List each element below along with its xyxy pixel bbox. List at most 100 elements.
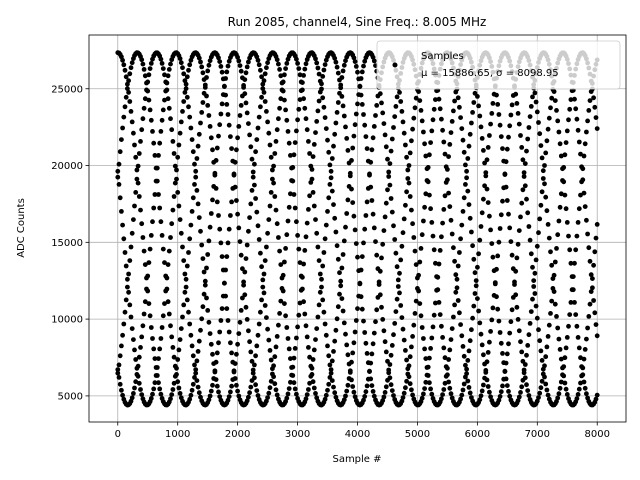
sample-point: [246, 121, 251, 126]
sample-point: [464, 366, 469, 372]
sample-point: [362, 394, 368, 399]
sample-point: [488, 394, 493, 400]
sample-point: [588, 272, 594, 278]
sample-point: [548, 311, 553, 316]
sample-point: [528, 104, 534, 109]
sample-point: [467, 215, 473, 221]
sample-point: [311, 142, 317, 147]
sample-point: [374, 252, 380, 258]
sample-point: [459, 333, 465, 339]
sample-point: [322, 321, 328, 327]
sample-point: [217, 394, 223, 399]
sample-point: [178, 230, 184, 236]
sample-point: [341, 397, 347, 403]
sample-point: [141, 248, 147, 254]
sample-point: [296, 66, 302, 71]
sample-point: [152, 380, 158, 386]
sample-point: [229, 383, 235, 389]
sample-point: [592, 249, 598, 255]
sample-point: [487, 213, 492, 219]
sample-point: [320, 263, 326, 269]
sample-point: [267, 142, 273, 148]
sample-point: [192, 362, 197, 368]
sample-point: [455, 95, 461, 101]
sample-point: [186, 104, 191, 110]
sample-point: [178, 119, 184, 125]
sample-point: [325, 137, 330, 143]
sample-point: [323, 392, 329, 398]
sample-point: [556, 336, 562, 342]
sample-point: [120, 125, 125, 131]
sample-point: [196, 215, 202, 221]
sample-point: [369, 198, 375, 203]
sample-point: [264, 244, 269, 250]
sample-point: [284, 61, 290, 66]
sample-point: [139, 57, 145, 63]
sample-point: [131, 217, 136, 223]
sample-point: [195, 143, 201, 149]
sample-point: [266, 217, 272, 223]
sample-point: [412, 311, 418, 316]
sample-point: [430, 324, 436, 330]
sample-point: [476, 308, 481, 314]
sample-point: [573, 312, 579, 317]
sample-point: [504, 198, 510, 203]
sample-point: [316, 71, 322, 77]
sample-point: [228, 340, 233, 346]
sample-point: [254, 137, 260, 143]
sample-point: [488, 329, 493, 334]
sample-point: [500, 198, 505, 204]
sample-point: [258, 104, 263, 110]
legend-marker: [392, 62, 398, 68]
sample-point: [333, 229, 339, 235]
sample-point: [482, 183, 487, 189]
legend-label-samples: Samples: [421, 51, 464, 62]
sample-point: [302, 66, 308, 72]
sample-point: [133, 190, 139, 195]
sample-point: [147, 246, 153, 252]
sample-point: [417, 301, 423, 306]
sample-point: [139, 127, 145, 133]
sample-point: [258, 250, 263, 256]
sample-point: [436, 300, 442, 305]
sample-point: [403, 202, 408, 208]
sample-point: [277, 311, 282, 316]
sample-point: [504, 383, 510, 388]
sample-point: [537, 131, 543, 137]
sample-point: [566, 323, 571, 329]
sample-point: [580, 365, 586, 371]
sample-point: [490, 254, 496, 260]
sample-point: [465, 156, 471, 161]
sample-point: [400, 230, 406, 236]
sample-point: [533, 99, 539, 105]
sample-point: [421, 391, 426, 397]
sample-point: [405, 167, 411, 173]
sample-point: [247, 132, 253, 138]
sample-point: [247, 390, 253, 396]
sample-point: [125, 81, 130, 87]
sample-point: [147, 313, 153, 319]
sample-point: [331, 349, 336, 354]
sample-point: [341, 113, 347, 119]
sample-point: [286, 346, 292, 352]
sample-point: [370, 54, 376, 60]
sample-point: [521, 170, 527, 176]
sample-point: [549, 95, 555, 101]
sample-point: [302, 311, 308, 317]
sample-point: [133, 379, 139, 385]
sample-point: [566, 233, 571, 239]
sample-point: [271, 363, 276, 369]
sample-point: [467, 131, 473, 137]
sample-point: [530, 296, 535, 302]
sample-point: [166, 105, 172, 111]
sample-point: [141, 67, 147, 72]
sample-point: [568, 300, 574, 305]
sample-point: [572, 260, 577, 266]
sample-point: [419, 118, 425, 124]
sample-point: [266, 130, 272, 136]
sample-point: [181, 258, 187, 263]
sample-point: [445, 167, 450, 172]
sample-point: [484, 359, 490, 365]
sample-point: [392, 321, 398, 326]
sample-point: [540, 371, 546, 377]
